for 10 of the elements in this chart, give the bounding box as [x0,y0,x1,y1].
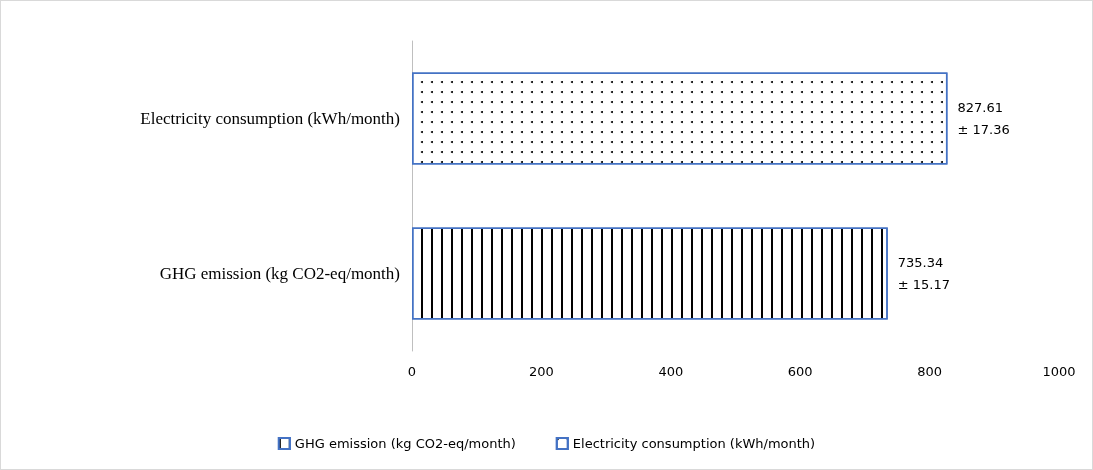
x-tick-label: 200 [528,364,554,379]
data-label: 735.34 ± 15.17 [897,255,951,292]
x-tick-label: 0 [407,364,417,379]
legend-label: Electricity consumption (kWh/month) [572,436,816,451]
x-tick-label: 800 [917,364,943,379]
x-tick-label: 1000 [1042,364,1076,379]
x-tick-label: 400 [658,364,684,379]
legend-label: GHG emission (kg CO2-eq/month) [294,436,516,451]
x-tick-label: 600 [787,364,813,379]
data-label: 827.61 ± 17.36 [957,100,1010,137]
